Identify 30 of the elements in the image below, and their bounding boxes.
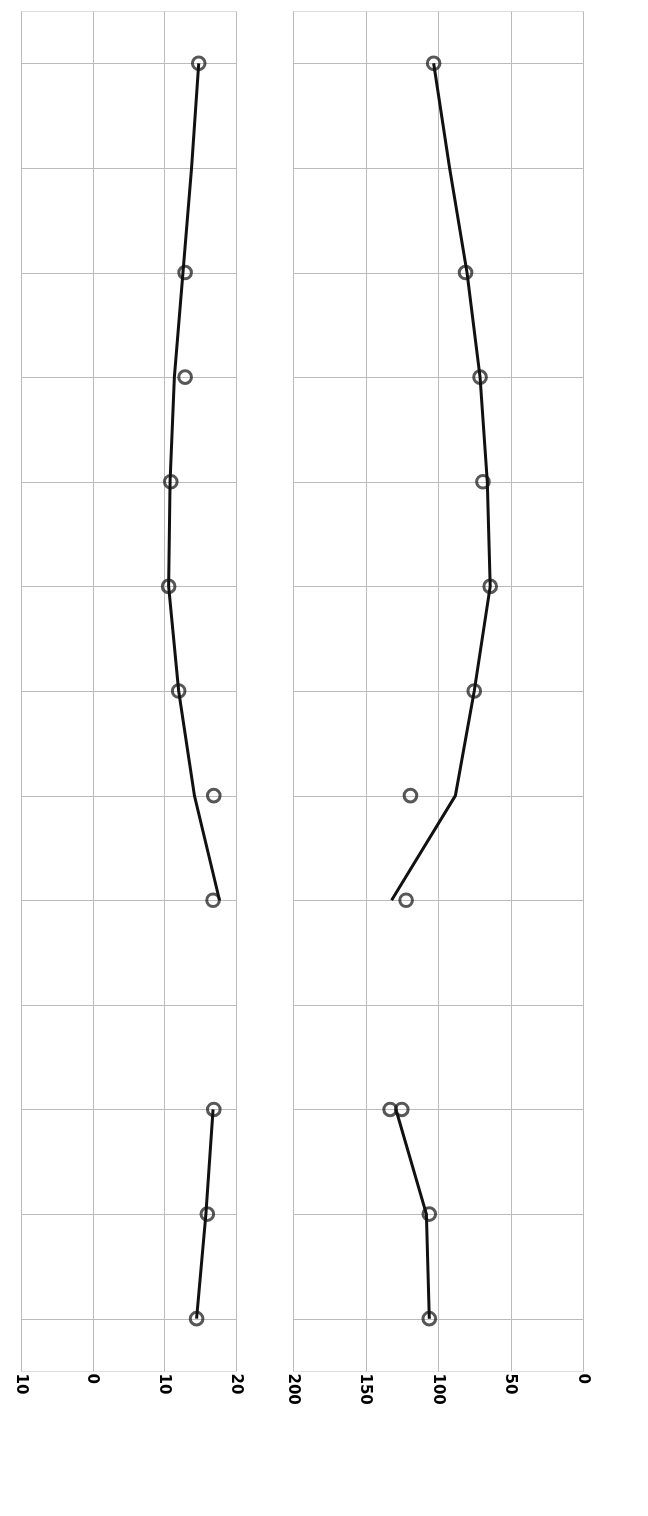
point [205, 787, 222, 804]
point [398, 892, 414, 909]
point [177, 264, 193, 281]
point [482, 578, 499, 595]
point [170, 683, 187, 699]
point [421, 1310, 438, 1327]
x-tick-label: 20 [227, 1373, 246, 1395]
x-tick-label: 10 [155, 1373, 174, 1395]
x-tick-label: 100 [429, 1373, 448, 1405]
x-tick-label: 0 [574, 1373, 593, 1384]
point [190, 55, 207, 72]
point [160, 578, 177, 595]
point [199, 1206, 216, 1222]
point [393, 1101, 410, 1118]
point [402, 787, 419, 804]
point [475, 473, 491, 490]
point [205, 1101, 222, 1118]
point [162, 473, 179, 490]
x-tick-label: 10 [12, 1373, 31, 1395]
point [177, 369, 193, 385]
point [472, 369, 488, 385]
point [457, 264, 474, 281]
point [425, 55, 442, 72]
x-tick-label: 150 [357, 1373, 375, 1405]
point [466, 683, 483, 699]
x-tick-label: 200 [284, 1373, 303, 1405]
point [188, 1310, 205, 1327]
x-tick-label: 50 [502, 1373, 520, 1395]
point [421, 1206, 438, 1222]
x-tick-label: 0 [84, 1373, 103, 1384]
